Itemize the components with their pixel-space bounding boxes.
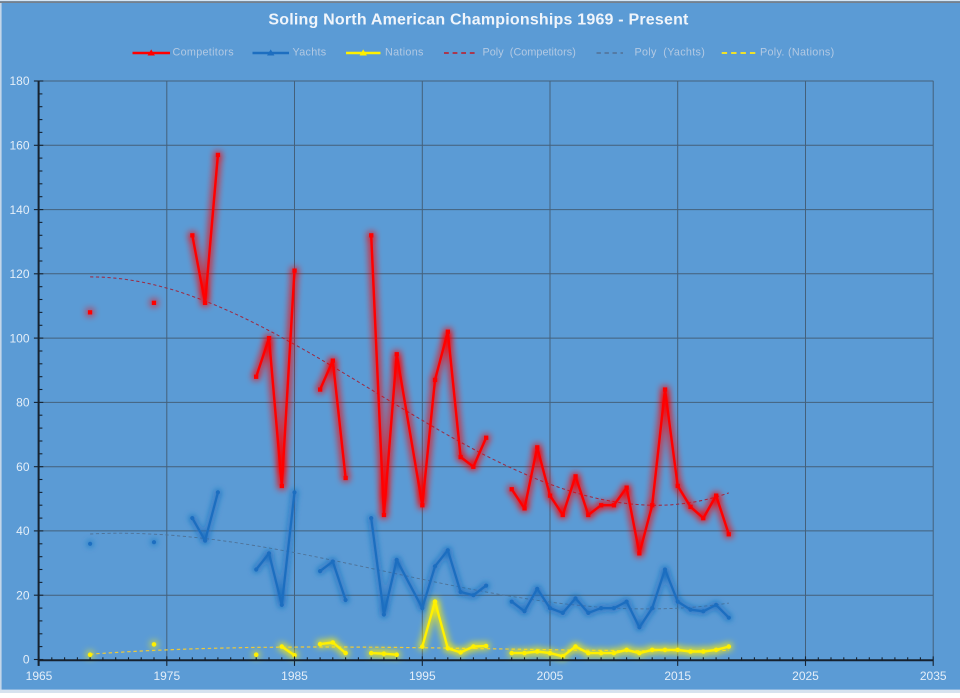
svg-text:2005: 2005 — [537, 669, 564, 683]
svg-text:Nations: Nations — [385, 47, 424, 59]
svg-text:140: 140 — [9, 203, 29, 217]
svg-text:2015: 2015 — [664, 669, 691, 683]
svg-text:Poly (Competitors): Poly (Competitors) — [483, 47, 576, 59]
svg-text:80: 80 — [16, 396, 30, 410]
svg-text:2025: 2025 — [792, 669, 819, 683]
svg-text:1985: 1985 — [281, 669, 308, 683]
svg-text:Soling North American Champion: Soling North American Championships 1969… — [268, 11, 689, 28]
svg-text:0: 0 — [23, 653, 30, 667]
svg-text:100: 100 — [9, 331, 29, 345]
svg-text:Yachts: Yachts — [293, 47, 327, 59]
svg-text:1965: 1965 — [26, 669, 53, 683]
svg-text:Poly (Yachts): Poly (Yachts) — [635, 47, 706, 59]
svg-text:180: 180 — [9, 74, 29, 88]
svg-text:120: 120 — [9, 267, 29, 281]
svg-text:2035: 2035 — [920, 669, 947, 683]
svg-text:Poly. (Nations): Poly. (Nations) — [760, 47, 835, 59]
svg-text:Competitors: Competitors — [173, 47, 235, 59]
svg-text:1995: 1995 — [409, 669, 436, 683]
svg-text:160: 160 — [9, 139, 29, 153]
svg-text:20: 20 — [16, 588, 30, 602]
svg-text:60: 60 — [16, 460, 30, 474]
svg-text:1975: 1975 — [153, 669, 180, 683]
svg-text:40: 40 — [16, 524, 30, 538]
